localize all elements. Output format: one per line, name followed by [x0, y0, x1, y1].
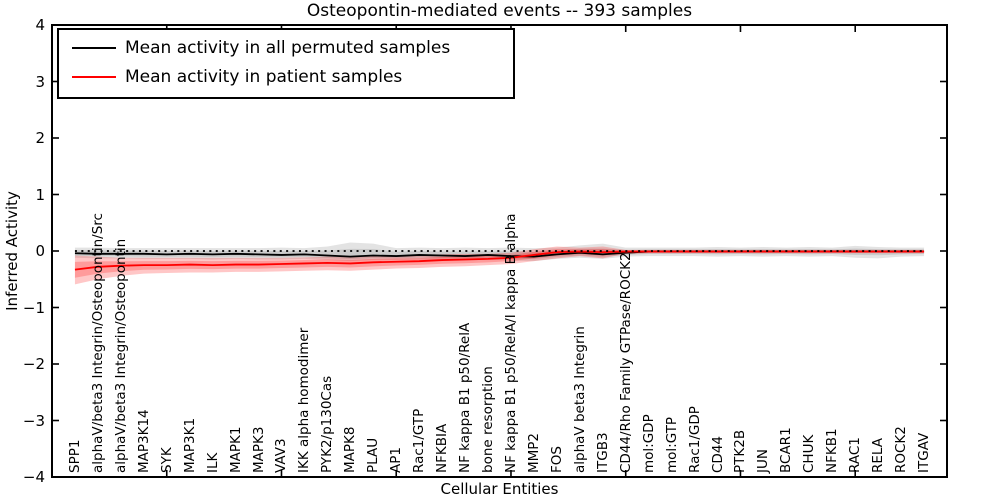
x-category-label: MMP2	[525, 432, 542, 473]
x-category-label: ITGB3	[594, 432, 611, 473]
x-category-label: IKK alpha homodimer	[296, 327, 313, 473]
x-category-label: NFKB1	[824, 428, 841, 473]
y-tick-label: 3	[35, 72, 45, 91]
x-category-label: RAC1	[847, 437, 864, 473]
x-axis-label: Cellular Entities	[440, 480, 559, 498]
x-category-label: ILK	[204, 452, 221, 473]
x-category-label: NFKBIA	[434, 423, 451, 473]
x-category-label: Rac1/GDP	[686, 406, 703, 473]
legend-line-sample-permuted	[72, 47, 116, 49]
x-category-label: mol:GTP	[663, 416, 680, 473]
legend-line-sample-patient	[72, 76, 116, 78]
x-category-label: bone resorption	[480, 366, 497, 473]
x-category-label: ITGAV	[916, 432, 933, 473]
x-category-label: NF kappa B1 p50/RelA	[457, 322, 474, 473]
x-category-label: PYK2/p130Cas	[319, 375, 336, 473]
x-category-label: CHUK	[801, 434, 818, 473]
x-category-label: MAPK3	[250, 426, 267, 473]
y-tick-label: −4	[22, 468, 45, 486]
y-tick-label: 2	[35, 129, 45, 147]
x-category-label: mol:GDP	[640, 414, 657, 473]
x-category-label: MAP3K1	[181, 417, 198, 473]
legend-item-permuted: Mean activity in all permuted samples	[59, 38, 513, 58]
y-tick-label: 4	[35, 16, 45, 34]
x-category-label: ROCK2	[893, 426, 910, 473]
legend: Mean activity in all permuted samples Me…	[57, 28, 515, 99]
x-category-label: MAPK8	[342, 426, 359, 473]
x-category-label: MAP3K14	[135, 409, 152, 473]
series-line-patient	[74, 250, 925, 271]
x-category-label: VAV3	[273, 438, 290, 473]
x-category-label: alphaV/beta3 Integrin/Osteopontin	[112, 238, 129, 473]
band-outer-permuted	[74, 242, 925, 262]
x-category-label: SYK	[158, 447, 175, 473]
plot-border	[51, 24, 948, 478]
legend-label-patient: Mean activity in patient samples	[125, 67, 403, 87]
y-tick-label: 1	[35, 185, 45, 204]
y-tick-label: −3	[22, 411, 45, 430]
x-category-label: CD44	[709, 436, 726, 473]
y-tick-label: −2	[22, 355, 45, 373]
x-category-label: MAPK1	[227, 426, 244, 473]
x-category-label: JUN	[755, 449, 772, 473]
x-category-label: CD44/Rho Family GTPase/ROCK2	[617, 252, 634, 473]
x-category-label: SPP1	[66, 439, 83, 473]
x-category-label: Rac1/GTP	[411, 408, 428, 473]
x-category-label: alphaV/beta3 Integrin/Osteopontin/Src	[89, 213, 106, 473]
x-category-label: BCAR1	[778, 427, 795, 473]
x-category-label: NF kappa B1 p50/RelA/I kappa B alpha	[502, 213, 519, 473]
x-category-label: AP1	[388, 447, 405, 473]
x-category-label: PTK2B	[732, 429, 749, 473]
legend-item-patient: Mean activity in patient samples	[59, 67, 513, 87]
x-category-label: RELA	[870, 438, 887, 473]
chart-title: Osteopontin-mediated events -- 393 sampl…	[306, 1, 693, 21]
y-tick-label: −1	[22, 298, 45, 317]
x-category-label: PLAU	[365, 437, 382, 473]
x-category-label: alphaV beta3 Integrin	[571, 326, 588, 473]
y-tick-label: 0	[35, 242, 45, 260]
legend-label-permuted: Mean activity in all permuted samples	[125, 38, 451, 58]
x-category-label: FOS	[548, 446, 565, 473]
